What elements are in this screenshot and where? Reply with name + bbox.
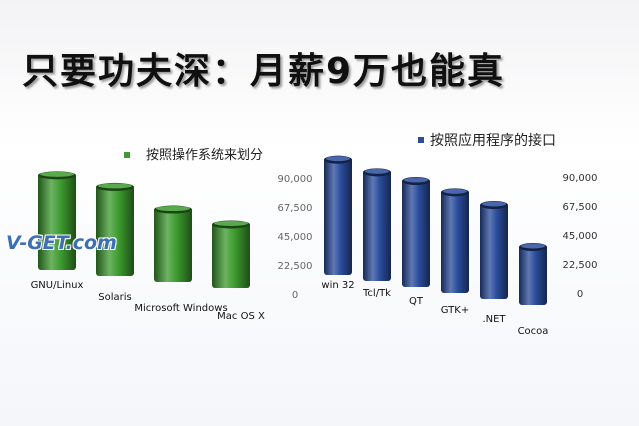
bars-api bbox=[324, 155, 547, 305]
x-tick-label: GNU/Linux bbox=[31, 280, 84, 291]
x-tick-label: QT bbox=[409, 296, 424, 307]
x-tick-label: win 32 bbox=[321, 280, 354, 291]
y-tick-label: 90,000 bbox=[563, 173, 598, 184]
y-tick-label: 67,500 bbox=[278, 203, 313, 214]
y-tick-label: 90,000 bbox=[278, 174, 313, 185]
x-tick-label: Tcl/Tk bbox=[362, 288, 391, 299]
y-tick-label: 22,500 bbox=[563, 260, 598, 271]
bar bbox=[212, 220, 250, 288]
bar bbox=[363, 168, 391, 281]
y-tick-label: 22,500 bbox=[278, 261, 313, 272]
x-tick-label: Solaris bbox=[98, 292, 131, 303]
x-axis-labels-api: win 32 Tcl/Tk QT GTK+ .NET Cocoa bbox=[321, 280, 548, 337]
chart-by-api: 按照应用程序的接口 90,000 67,500 45,000 22,500 0 win … bbox=[321, 132, 598, 337]
legend-label-os: 按照操作系统来划分 bbox=[146, 147, 263, 163]
bar bbox=[519, 243, 547, 305]
y-axis-ticks-api: 90,000 67,500 45,000 22,500 0 bbox=[563, 173, 598, 300]
x-tick-label: GTK+ bbox=[441, 305, 469, 316]
y-tick-label: 67,500 bbox=[563, 202, 598, 213]
bar bbox=[480, 201, 508, 299]
x-tick-label: .NET bbox=[482, 314, 506, 325]
y-tick-label: 0 bbox=[292, 290, 298, 301]
y-tick-label: 0 bbox=[577, 289, 583, 300]
bar bbox=[402, 177, 430, 287]
bar bbox=[38, 171, 76, 270]
y-tick-label: 45,000 bbox=[563, 231, 598, 242]
chart-by-os: 按照操作系统来划分 90,000 67,500 45,000 22,500 0 GNU/… bbox=[31, 147, 313, 322]
page-title: 只要功夫深：月薪9万也能真 bbox=[22, 51, 506, 92]
bar bbox=[154, 205, 192, 282]
bar bbox=[96, 182, 134, 276]
y-axis-ticks-os: 90,000 67,500 45,000 22,500 0 bbox=[278, 174, 313, 301]
legend-swatch-api bbox=[418, 137, 424, 143]
x-tick-label: Mac OS X bbox=[217, 311, 265, 322]
bars-os bbox=[38, 171, 250, 288]
legend-label-api: 按照应用程序的接口 bbox=[430, 132, 556, 149]
y-tick-label: 45,000 bbox=[278, 232, 313, 243]
watermark-logo: V-GET.com bbox=[6, 232, 117, 254]
bar bbox=[324, 155, 352, 275]
legend-swatch-os bbox=[124, 152, 130, 158]
bar bbox=[441, 188, 469, 293]
x-tick-label: Microsoft Windows bbox=[134, 303, 227, 314]
x-tick-label: Cocoa bbox=[518, 326, 549, 337]
